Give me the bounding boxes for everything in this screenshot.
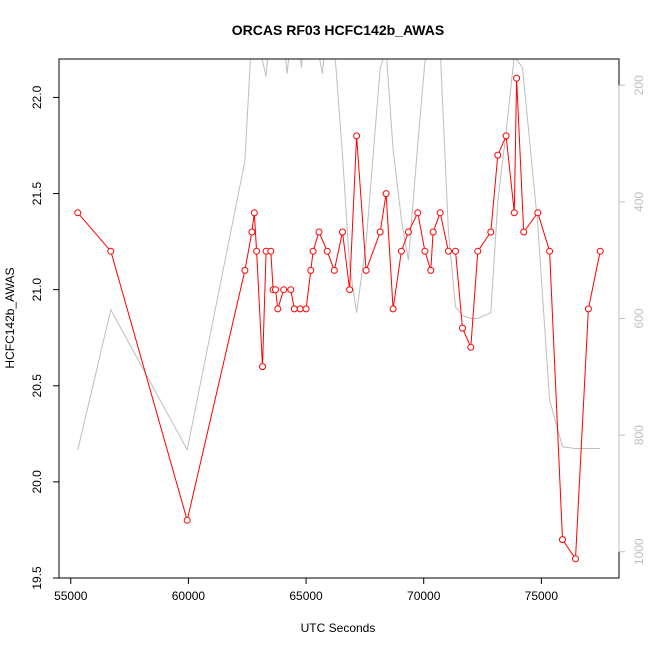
data-point	[296, 305, 304, 313]
data-point	[241, 266, 249, 274]
plot-area	[74, 59, 604, 563]
data-point	[290, 305, 298, 313]
data-point	[362, 266, 370, 274]
data-point	[494, 151, 502, 159]
data-point	[330, 266, 338, 274]
data-point	[474, 247, 482, 255]
data-point	[436, 209, 444, 217]
y-tick-label: 21.5	[30, 182, 44, 206]
data-point	[502, 132, 510, 140]
data-point	[421, 247, 429, 255]
data-point	[107, 247, 115, 255]
data-point	[584, 305, 592, 313]
data-point	[429, 228, 437, 236]
data-point	[513, 74, 521, 82]
secondary-series-line	[77, 59, 601, 452]
data-point	[259, 363, 266, 371]
plot-frame	[58, 58, 620, 579]
data-point	[309, 247, 317, 255]
data-point	[272, 286, 279, 294]
y-axis-label: HCFC142b_AWAS	[3, 267, 17, 368]
x-tick-label: 55000	[54, 589, 88, 603]
y-tick-label: 20.0	[30, 470, 44, 494]
x-tick-label: 60000	[172, 589, 206, 603]
x-tick-label: 75000	[525, 589, 559, 603]
y-tick-label: 22.0	[30, 85, 44, 109]
y-tick-label: 21.0	[30, 278, 44, 302]
data-point	[253, 247, 261, 255]
data-point	[452, 247, 459, 255]
data-point	[274, 305, 282, 313]
data-point	[510, 209, 518, 217]
data-point	[389, 305, 397, 313]
primary-series-line	[77, 78, 601, 561]
y-tick-label: 20.5	[30, 374, 44, 398]
data-point	[382, 190, 390, 198]
chart-title: ORCAS RF03 HCFC142b_AWAS	[232, 22, 444, 38]
data-point	[346, 286, 354, 294]
y2-tick-label: 800	[632, 425, 646, 445]
data-point	[280, 286, 288, 294]
data-point	[546, 247, 554, 255]
y2-tick-label: 400	[632, 192, 646, 212]
data-point	[183, 516, 191, 524]
data-point	[250, 209, 258, 217]
data-point	[267, 247, 275, 255]
data-point	[302, 305, 310, 313]
data-point	[315, 228, 323, 236]
data-point	[559, 536, 566, 544]
x-tick-label: 65000	[289, 589, 323, 603]
data-point	[353, 132, 361, 140]
y-tick-label: 19.5	[30, 566, 44, 590]
y2-tick-label: 600	[632, 308, 646, 328]
x-tick-label: 70000	[407, 589, 441, 603]
data-point	[444, 247, 452, 255]
data-point	[376, 228, 384, 236]
data-point	[427, 266, 435, 274]
data-point	[248, 228, 256, 236]
data-point	[520, 228, 528, 236]
data-point	[487, 228, 495, 236]
y2-tick-label: 1000	[632, 538, 646, 565]
data-point	[467, 343, 475, 351]
data-point	[339, 228, 346, 236]
data-point	[323, 247, 331, 255]
data-point	[459, 324, 466, 332]
data-point	[596, 247, 604, 255]
x-axis-label: UTC Seconds	[301, 621, 376, 635]
data-point	[404, 228, 412, 236]
data-point	[287, 286, 295, 294]
data-point	[307, 266, 315, 274]
data-point	[414, 209, 422, 217]
data-point	[397, 247, 405, 255]
data-point	[534, 209, 542, 217]
data-point	[74, 209, 82, 217]
y2-tick-label: 200	[632, 75, 646, 95]
data-point	[572, 555, 579, 563]
